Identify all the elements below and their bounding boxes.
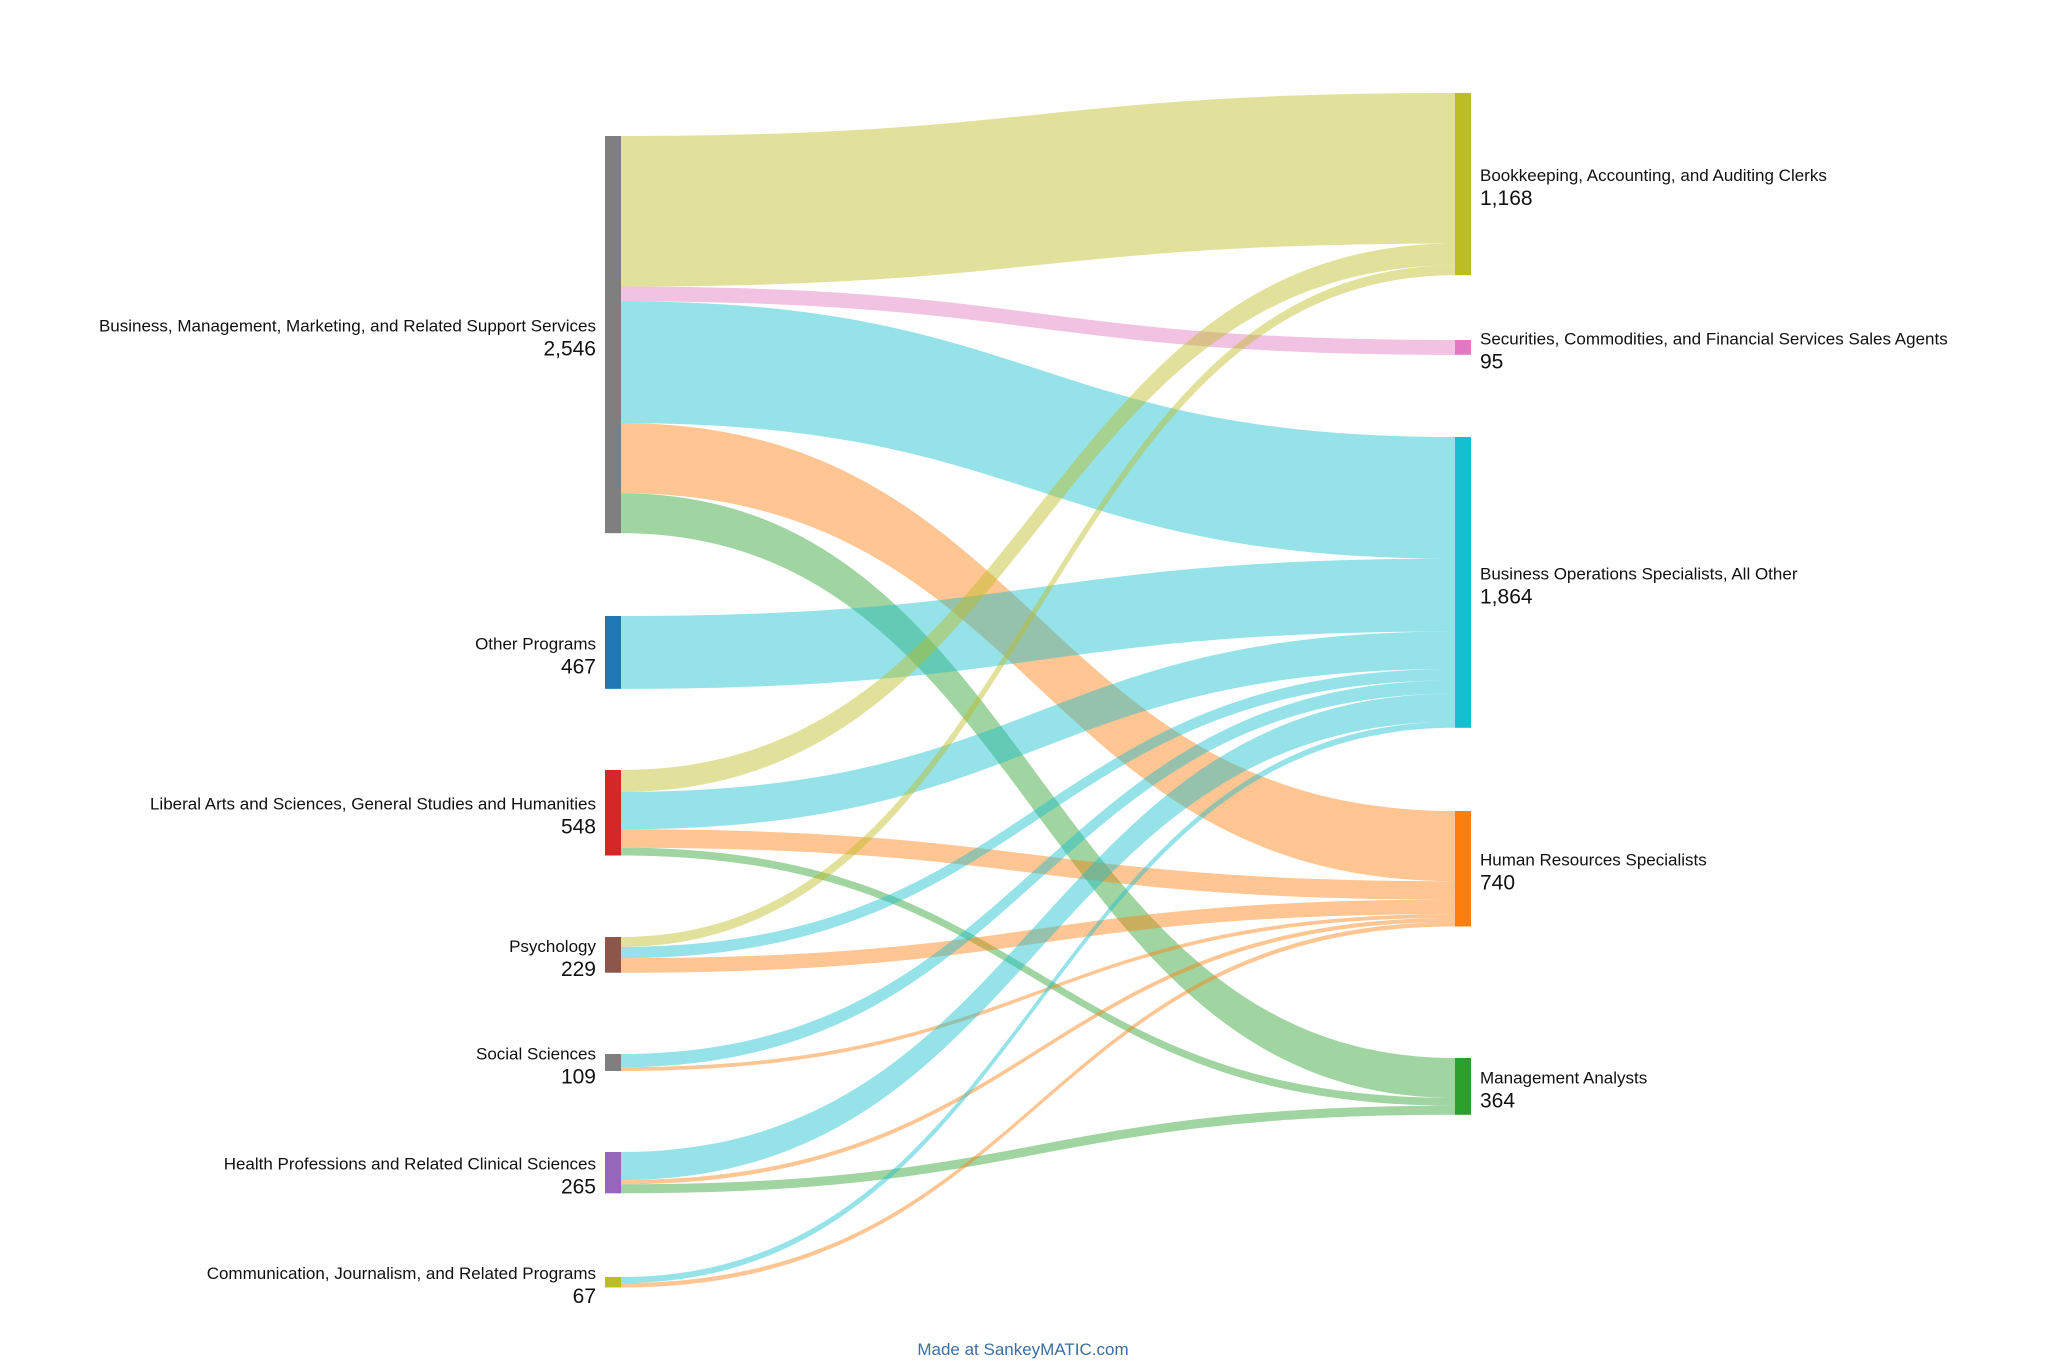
source-node-bus[interactable] — [605, 136, 621, 534]
source-label-oth: Other Programs — [475, 634, 596, 653]
target-node-book[interactable] — [1455, 93, 1471, 276]
target-label-bos: Business Operations Specialists, All Oth… — [1480, 564, 1798, 583]
flow-com-to-bos[interactable] — [621, 721, 1455, 1284]
source-value-oth: 467 — [561, 655, 596, 678]
target-node-bos[interactable] — [1455, 437, 1471, 728]
source-value-soc: 109 — [561, 1066, 596, 1089]
flow-oth-to-bos[interactable] — [621, 558, 1455, 689]
flow-hea-to-hr[interactable] — [621, 917, 1455, 1185]
source-label-bus: Business, Management, Marketing, and Rel… — [99, 317, 596, 336]
target-label-sec: Securities, Commodities, and Financial S… — [1480, 329, 1948, 348]
flows-layer — [621, 93, 1455, 1288]
flow-lib-to-hr[interactable] — [621, 829, 1455, 900]
source-node-oth[interactable] — [605, 616, 621, 689]
source-node-soc[interactable] — [605, 1054, 621, 1072]
source-label-com: Communication, Journalism, and Related P… — [207, 1264, 596, 1283]
nodes-layer — [605, 93, 1471, 1288]
flow-hea-to-bos[interactable] — [621, 693, 1455, 1181]
flow-lib-to-man[interactable] — [621, 847, 1455, 1106]
source-node-com[interactable] — [605, 1277, 621, 1288]
source-label-psy: Psychology — [509, 937, 596, 956]
target-label-hr: Human Resources Specialists — [1480, 851, 1707, 870]
flow-psy-to-book[interactable] — [621, 265, 1455, 947]
source-label-hea: Health Professions and Related Clinical … — [224, 1155, 596, 1174]
flow-bus-to-hr[interactable] — [621, 423, 1455, 882]
flow-psy-to-hr[interactable] — [621, 899, 1455, 973]
target-node-man[interactable] — [1455, 1058, 1471, 1115]
flow-bus-to-bos[interactable] — [621, 301, 1455, 559]
target-value-hr: 740 — [1480, 872, 1515, 895]
credit-text[interactable]: Made at SankeyMATIC.com — [917, 1340, 1128, 1359]
source-value-psy: 229 — [561, 958, 596, 981]
source-value-hea: 265 — [561, 1176, 596, 1199]
flow-bus-to-sec[interactable] — [621, 286, 1455, 355]
source-node-lib[interactable] — [605, 770, 621, 856]
source-label-soc: Social Sciences — [476, 1045, 596, 1064]
flow-com-to-hr[interactable] — [621, 922, 1455, 1288]
source-node-hea[interactable] — [605, 1152, 621, 1194]
flow-bus-to-man[interactable] — [621, 493, 1455, 1098]
target-value-book: 1,168 — [1480, 187, 1533, 210]
target-node-sec[interactable] — [1455, 340, 1471, 355]
source-value-com: 67 — [573, 1285, 596, 1308]
flow-soc-to-bos[interactable] — [621, 680, 1455, 1068]
target-label-book: Bookkeeping, Accounting, and Auditing Cl… — [1480, 166, 1827, 185]
target-value-man: 364 — [1480, 1089, 1515, 1112]
labels-layer: Business, Management, Marketing, and Rel… — [99, 166, 1948, 1308]
target-value-sec: 95 — [1480, 350, 1503, 373]
source-label-lib: Liberal Arts and Sciences, General Studi… — [150, 795, 596, 814]
target-value-bos: 1,864 — [1480, 585, 1533, 608]
source-value-bus: 2,546 — [543, 338, 596, 361]
flow-hea-to-man[interactable] — [621, 1105, 1455, 1194]
source-node-psy[interactable] — [605, 937, 621, 973]
target-label-man: Management Analysts — [1480, 1068, 1647, 1087]
target-node-hr[interactable] — [1455, 811, 1471, 927]
flow-lib-to-book[interactable] — [621, 243, 1455, 792]
flow-bus-to-book[interactable] — [621, 93, 1455, 287]
flow-soc-to-hr[interactable] — [621, 914, 1455, 1072]
flow-lib-to-bos[interactable] — [621, 631, 1455, 830]
source-value-lib: 548 — [561, 816, 596, 839]
flow-psy-to-bos[interactable] — [621, 668, 1455, 959]
